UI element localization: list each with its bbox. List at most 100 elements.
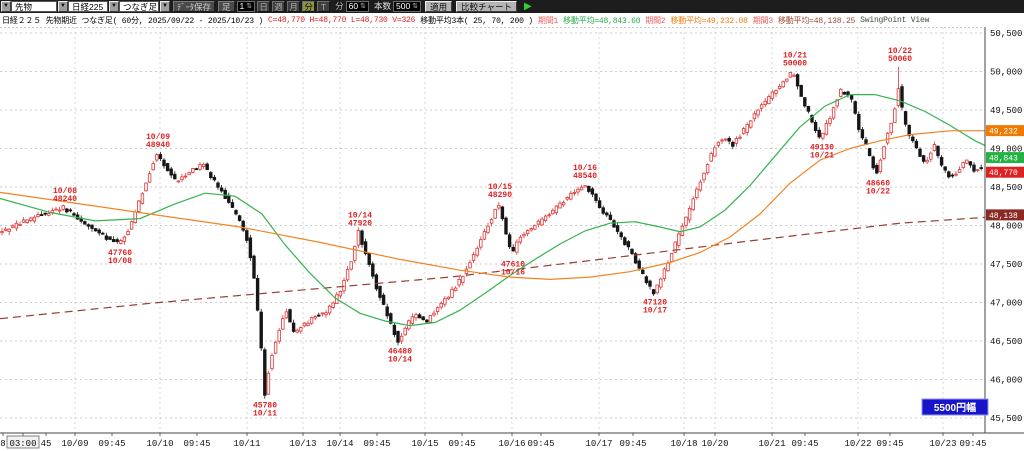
svg-text:50,000.: 50,000. (990, 68, 1024, 78)
green-flag-icon[interactable]: ▶ (524, 1, 532, 12)
svg-text:03:00: 03:00 (9, 439, 36, 449)
svg-text:09:45: 09:45 (876, 439, 903, 449)
svg-text:10/21: 10/21 (758, 439, 785, 449)
svg-text:50000: 50000 (783, 60, 807, 69)
chart-info-bar: 日経２２５ 先物期近 つなぎ足( 60分, 2025/09/22 - 2025/… (0, 13, 1024, 27)
svg-text:10/17: 10/17 (643, 306, 667, 315)
svg-text:48,500.: 48,500. (990, 183, 1024, 193)
svg-text:47,000.: 47,000. (990, 299, 1024, 309)
dropdown-arrow-icon[interactable]: ▼ (1, 1, 11, 12)
toggle-minute[interactable]: 分 (302, 1, 316, 12)
toggle-month[interactable]: 月 (287, 1, 301, 12)
toggle-day[interactable]: 日 (257, 1, 271, 12)
svg-text:10/20: 10/20 (701, 439, 728, 449)
ma-70-line (0, 130, 985, 281)
svg-text:10/14: 10/14 (348, 212, 372, 221)
svg-text:10/15: 10/15 (411, 439, 438, 449)
apply-button[interactable]: 適用 (425, 1, 453, 12)
ma-settings-label: 移動平均3本( 25, 70, 200 ) (420, 16, 533, 26)
price-chart[interactable]: 10/084824010/094894010/144792010/1548290… (0, 27, 1024, 451)
svg-text:49130: 49130 (810, 143, 834, 152)
svg-text:46480: 46480 (388, 348, 412, 357)
svg-text:48,138: 48,138 (989, 212, 1018, 221)
data-save-button[interactable]: ﾃﾞｰﾀ保存 (173, 1, 216, 12)
svg-text:47610: 47610 (501, 261, 525, 270)
svg-text:49,232: 49,232 (989, 128, 1018, 137)
svg-text:45780: 45780 (253, 401, 277, 410)
candles-layer (0, 66, 983, 399)
svg-text:09:45: 09:45 (448, 439, 475, 449)
svg-text:10/21: 10/21 (783, 52, 807, 61)
bar-count-label: 本数 (374, 1, 392, 11)
toggle-week[interactable]: 週 (272, 1, 286, 12)
symbol-select[interactable]: 日経225 (68, 1, 108, 12)
svg-text:10/22: 10/22 (866, 188, 890, 197)
minute-value: 60 (348, 1, 359, 11)
svg-text:09:45: 09:45 (959, 439, 986, 449)
svg-text:50,500.: 50,500. (990, 29, 1024, 39)
svg-text:09:45: 09:45 (183, 439, 210, 449)
svg-text:47760: 47760 (108, 249, 132, 258)
ma1-period-label: 期間1 (537, 16, 559, 26)
bar-interval-input[interactable]: 1 ⇅ (236, 1, 256, 12)
ma2-value: 移動平均=49,232.08 (670, 16, 748, 26)
svg-text:10/21: 10/21 (810, 151, 834, 160)
svg-text:48290: 48290 (488, 191, 512, 200)
svg-text:48240: 48240 (53, 195, 77, 204)
chart-style-select[interactable]: つなぎ足 (119, 1, 159, 12)
svg-text:45: 45 (41, 439, 52, 449)
svg-text:10/22: 10/22 (844, 439, 871, 449)
y-axis-labels: 50,500. 50,000. 49,500. 49,000. 48,500. 48,00… (990, 29, 1024, 424)
dropdown-arrow-icon[interactable]: ▼ (109, 1, 119, 12)
svg-text:09:45: 09:45 (619, 439, 646, 449)
minute-value-input[interactable]: 60 ⇅ (345, 1, 369, 12)
dropdown-arrow-icon[interactable]: ▼ (58, 1, 68, 12)
svg-text:47,500.: 47,500. (990, 260, 1024, 270)
toggle-tick[interactable]: T (317, 1, 331, 12)
svg-text:10/16: 10/16 (498, 439, 525, 449)
svg-text:48,770: 48,770 (989, 169, 1018, 178)
svg-text:09:45: 09:45 (98, 439, 125, 449)
svg-text:10/16: 10/16 (573, 164, 597, 173)
svg-text:09:45: 09:45 (527, 439, 554, 449)
svg-text:48660: 48660 (866, 180, 890, 189)
bar-interval-value: 1 (239, 1, 245, 11)
chart-toolbar: ▼ 先物 ▼ 日経225 ▼ つなぎ足 ▼ ﾃﾞｰﾀ保存 足 1 ⇅ 日 週 月… (0, 0, 1024, 13)
spinner-icon[interactable]: ⇅ (360, 3, 366, 10)
compare-chart-button[interactable]: 比較チャート (456, 1, 518, 12)
svg-text:10/14: 10/14 (388, 356, 412, 365)
svg-text:10/13: 10/13 (289, 439, 316, 449)
ma-200-line (0, 216, 985, 320)
ma3-value: 移動平均=48,138.25 (777, 16, 856, 26)
instrument-type-select[interactable]: 先物 (11, 1, 57, 12)
spinner-icon[interactable]: ⇅ (246, 3, 253, 10)
svg-text:48,000.: 48,000. (990, 222, 1024, 232)
x-axis-labels: 8 03:00 45 10/09 09:45 10/10 09:45 10/11 10/13 10… (0, 433, 987, 449)
bar-count-value: 500 (396, 1, 411, 11)
svg-text:10/11: 10/11 (253, 409, 277, 418)
svg-text:48,843: 48,843 (989, 155, 1018, 164)
svg-text:46,000.: 46,000. (990, 376, 1024, 386)
dropdown-arrow-icon[interactable]: ▼ (160, 1, 170, 12)
svg-text:10/22: 10/22 (888, 47, 912, 56)
swingpoint-view-label: SwingPoint View (860, 15, 930, 25)
swing-annotations: 10/084824010/094894010/144792010/1548290… (53, 47, 912, 419)
price-badges: 49,232 48,843 48,770 48,138 (986, 125, 1024, 221)
svg-text:10/09: 10/09 (146, 133, 170, 142)
svg-text:47920: 47920 (348, 220, 372, 229)
svg-text:10/18: 10/18 (670, 439, 697, 449)
svg-text:10/15: 10/15 (488, 183, 512, 192)
svg-text:09:45: 09:45 (791, 439, 818, 449)
ma3-period-label: 期間3 (752, 16, 773, 26)
svg-text:10/11: 10/11 (233, 439, 260, 449)
svg-text:5500円幅: 5500円幅 (934, 401, 976, 414)
ohlc-readout: C=48,770 H=48,770 L=48,730 V=326 (268, 15, 416, 25)
bar-type-button[interactable]: 足 (218, 1, 235, 12)
svg-text:48940: 48940 (146, 141, 170, 150)
svg-text:46,500.: 46,500. (990, 337, 1024, 347)
spinner-icon[interactable]: ⇅ (412, 3, 419, 10)
minute-unit-label: 分 (335, 1, 344, 11)
svg-text:09:45: 09:45 (363, 439, 390, 449)
bar-count-input[interactable]: 500 ⇅ (393, 1, 422, 12)
